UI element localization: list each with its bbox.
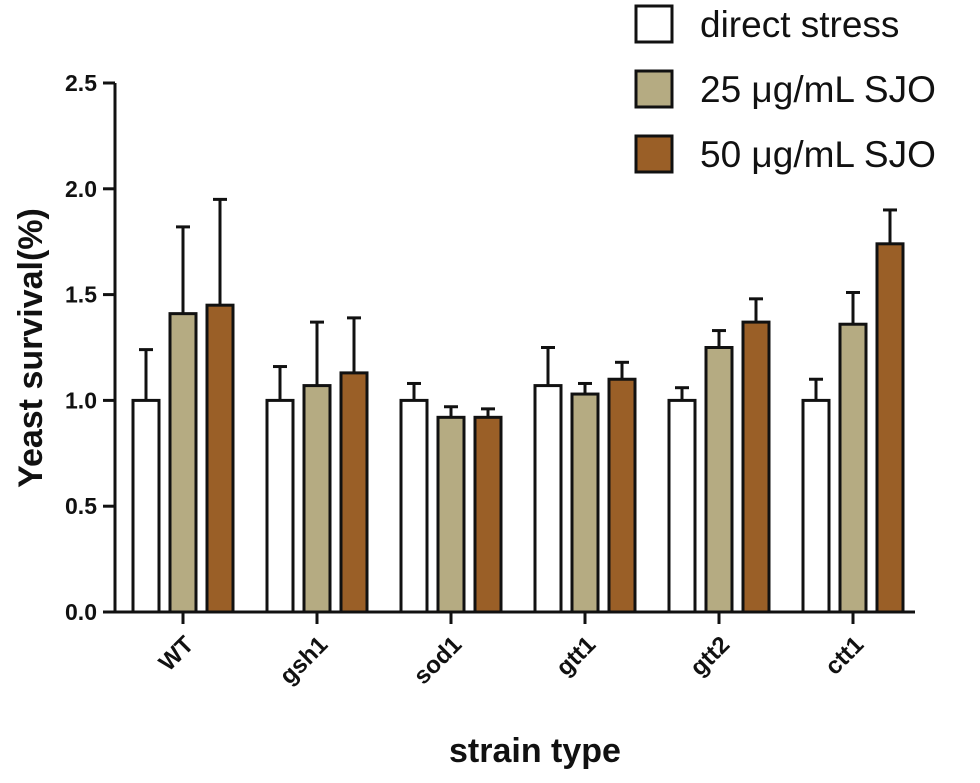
bar-ctt1-1 xyxy=(838,322,868,614)
bar-gtt2-1 xyxy=(704,346,734,614)
x-tick-label: gtt1 xyxy=(551,631,601,681)
bar-sod1-1 xyxy=(436,415,466,614)
y-tick-label: 0.0 xyxy=(65,599,97,625)
x-tick-label: gsh1 xyxy=(275,631,334,690)
y-axis-title: Yeast survival(%) xyxy=(12,208,50,488)
y-tick-label: 1.5 xyxy=(65,282,97,308)
y-tick-label: 2.0 xyxy=(65,176,97,202)
y-tick-label: 0.5 xyxy=(65,493,97,519)
x-tick-label: sod1 xyxy=(409,631,468,690)
bar-WT-1 xyxy=(168,312,198,614)
legend-swatch xyxy=(634,4,674,44)
legend-swatch xyxy=(634,69,674,109)
legend-label: 25 μg/mL SJO xyxy=(700,69,936,110)
x-tick-label: ctt1 xyxy=(820,631,869,680)
bar-ctt1-0 xyxy=(801,398,831,614)
legend: direct stress 25 μg/mL SJO 50 μg/mL SJO xyxy=(634,4,936,175)
bars-layer xyxy=(131,197,905,614)
bar-ctt1-2 xyxy=(875,242,905,614)
bar-WT-0 xyxy=(131,398,161,614)
legend-label: direct stress xyxy=(700,4,899,45)
axes-layer xyxy=(113,83,915,614)
x-tick-label: WT xyxy=(154,631,200,677)
bar-sod1-0 xyxy=(399,398,429,614)
x-tick-label: gtt2 xyxy=(685,631,735,681)
legend-swatch xyxy=(634,134,674,174)
y-tick-label: 1.0 xyxy=(65,387,97,413)
bar-WT-2 xyxy=(205,303,235,614)
bar-gsh1-0 xyxy=(265,398,295,614)
bar-gtt1-2 xyxy=(607,377,637,614)
bar-gtt1-1 xyxy=(570,392,600,614)
x-axis-title: strain type xyxy=(449,732,621,770)
bar-gsh1-1 xyxy=(302,384,332,614)
bar-gtt1-0 xyxy=(533,384,563,614)
y-tick-label: 2.5 xyxy=(65,70,97,96)
bar-gtt2-0 xyxy=(667,398,697,614)
bar-gtt2-2 xyxy=(741,320,771,614)
legend-label: 50 μg/mL SJO xyxy=(700,134,936,175)
bar-sod1-2 xyxy=(473,415,503,614)
bar-gsh1-2 xyxy=(339,371,369,614)
